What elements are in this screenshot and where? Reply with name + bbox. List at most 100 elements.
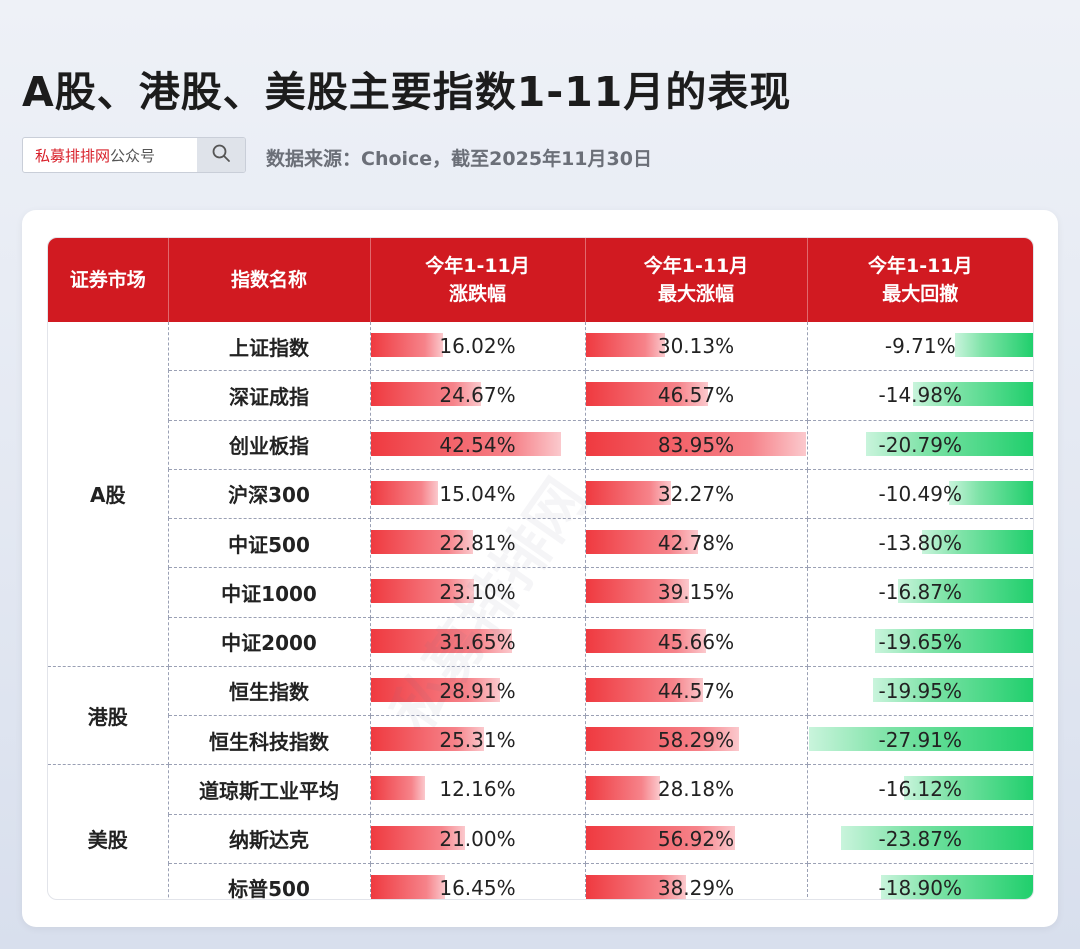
max-gain-value: 30.13% (657, 334, 735, 359)
ytd-change-cell: 22.81% (370, 518, 586, 569)
index-name-cell: 深证成指 (168, 370, 371, 421)
ytd-change-value: 12.16% (439, 777, 516, 802)
ytd-change-bar (370, 480, 438, 505)
index-name-cell: 上证指数 (168, 322, 371, 372)
max-gain-bar (585, 382, 708, 407)
table-row: 中证2000 31.65% 45.66% -19.65% (48, 617, 1033, 667)
ytd-change-bar (370, 431, 561, 456)
search-box[interactable]: 私募排排网 公众号 (22, 137, 246, 173)
ytd-change-bar (370, 628, 512, 653)
search-suffix-text: 公众号 (110, 146, 156, 165)
max-drawdown-bar (898, 579, 1033, 604)
max-gain-value: 42.78% (657, 531, 735, 556)
header-ytd-line1: 今年1-11月 (425, 255, 530, 277)
max-gain-cell: 46.57% (585, 370, 808, 421)
market-cell: A股 (48, 322, 169, 667)
max-gain-bar (585, 530, 698, 554)
ytd-change-bar (370, 874, 445, 899)
max-drawdown-cell: -23.87% (807, 814, 1033, 864)
market-cell: 美股 (48, 764, 169, 899)
header-max-gain-line1: 今年1-11月 (643, 255, 749, 277)
max-drawdown-value: -27.91% (878, 728, 962, 753)
ytd-change-cell: 42.54% (370, 420, 586, 470)
data-source: 数据来源：Choice，截至2025年11月30日 (266, 148, 652, 170)
header-max-gain: 今年1-11月 最大涨幅 (585, 238, 808, 322)
max-drawdown-cell: -27.91% (807, 715, 1033, 766)
max-drawdown-value: -18.90% (878, 875, 962, 900)
table-row: 港股 恒生指数 28.91% 44.57% -19.95% (48, 666, 1033, 766)
max-drawdown-value: -13.80% (878, 531, 962, 556)
ytd-change-value: 16.45% (439, 875, 516, 900)
ytd-change-cell: 31.65% (370, 617, 586, 667)
max-gain-bar (585, 825, 735, 850)
max-gain-bar (585, 874, 686, 899)
max-drawdown-bar (904, 776, 1033, 801)
max-gain-cell: 32.27% (585, 469, 808, 520)
max-drawdown-bar (949, 480, 1033, 505)
max-gain-cell: 45.66% (585, 617, 808, 667)
max-drawdown-bar (913, 382, 1033, 407)
max-drawdown-cell: -19.95% (807, 666, 1033, 717)
max-gain-value: 39.15% (657, 580, 735, 605)
max-gain-bar (585, 776, 660, 801)
ytd-change-cell: 12.16% (370, 764, 586, 815)
max-gain-cell: 30.13% (585, 322, 808, 372)
max-gain-value: 46.57% (657, 383, 735, 408)
market-cell: 港股 (48, 666, 169, 766)
table-row: 美股 道琼斯工业平均 12.16% 28.18% -16.12% (48, 764, 1033, 899)
max-drawdown-bar (955, 333, 1033, 357)
header-max-drawdown: 今年1-11月 最大回撤 (807, 238, 1033, 322)
index-name-cell: 沪深300 (168, 469, 371, 520)
ytd-change-cell: 16.02% (370, 322, 586, 372)
max-drawdown-bar (866, 431, 1033, 456)
header-max-drawdown-line2: 最大回撤 (882, 283, 959, 305)
search-button[interactable] (197, 138, 245, 172)
max-gain-cell: 38.29% (585, 863, 808, 899)
max-drawdown-value: -16.87% (878, 580, 962, 605)
table-header-row: 证券市场 指数名称 今年1-11月 涨跌幅 今年1-11月 最大涨幅 今年1-11月… (48, 238, 1033, 322)
max-drawdown-cell: -20.79% (807, 420, 1033, 470)
table-row: 标普500 16.45% 38.29% -18.90% (48, 863, 1033, 900)
ytd-change-bar (370, 579, 474, 604)
ytd-change-value: 23.10% (439, 580, 516, 605)
ytd-change-bar (370, 825, 465, 850)
index-table: 证券市场 指数名称 今年1-11月 涨跌幅 今年1-11月 最大涨幅 今年1-11月… (48, 238, 1033, 900)
search-input[interactable]: 私募排排网 公众号 (23, 138, 197, 172)
max-drawdown-value: -14.98% (878, 383, 962, 408)
max-gain-value: 45.66% (657, 629, 735, 654)
ytd-change-cell: 16.45% (370, 863, 586, 900)
max-gain-cell: 39.15% (585, 567, 808, 618)
max-drawdown-cell: -19.65% (807, 617, 1033, 667)
max-drawdown-cell: -16.87% (807, 567, 1033, 618)
max-drawdown-value: -23.87% (878, 826, 962, 851)
max-drawdown-cell: -16.12% (807, 764, 1033, 815)
max-gain-cell: 28.18% (585, 764, 808, 815)
ytd-change-value: 15.04% (439, 481, 516, 506)
index-name-cell: 标普500 (168, 863, 371, 899)
max-drawdown-bar (873, 677, 1033, 702)
max-drawdown-cell: -10.49% (807, 469, 1033, 520)
max-gain-cell: 56.92% (585, 814, 808, 864)
max-gain-cell: 44.57% (585, 666, 808, 717)
ytd-change-cell: 21.00% (370, 814, 586, 864)
max-gain-value: 56.92% (657, 826, 735, 851)
max-drawdown-value: -9.71% (884, 334, 956, 359)
ytd-change-cell: 24.67% (370, 370, 586, 421)
index-name-cell: 恒生科技指数 (168, 715, 371, 766)
header-max-drawdown-line1: 今年1-11月 (867, 255, 973, 277)
ytd-change-value: 24.67% (439, 383, 516, 408)
table-row: 恒生科技指数 25.31% 58.29% -27.91% (48, 715, 1033, 766)
max-drawdown-value: -19.65% (878, 629, 962, 654)
index-name-cell: 中证500 (168, 518, 371, 569)
header-name: 指数名称 (168, 238, 371, 322)
max-gain-bar (585, 579, 689, 604)
max-drawdown-cell: -18.90% (807, 863, 1033, 900)
search-brand-text: 私募排排网 (35, 146, 111, 165)
max-gain-bar (585, 727, 739, 751)
ytd-change-cell: 25.31% (370, 715, 586, 766)
max-gain-bar (585, 677, 703, 702)
ytd-change-bar (370, 530, 473, 554)
table-row: 中证1000 23.10% 39.15% -16.87% (48, 567, 1033, 618)
max-gain-value: 28.18% (657, 777, 735, 802)
ytd-change-value: 25.31% (439, 728, 516, 753)
